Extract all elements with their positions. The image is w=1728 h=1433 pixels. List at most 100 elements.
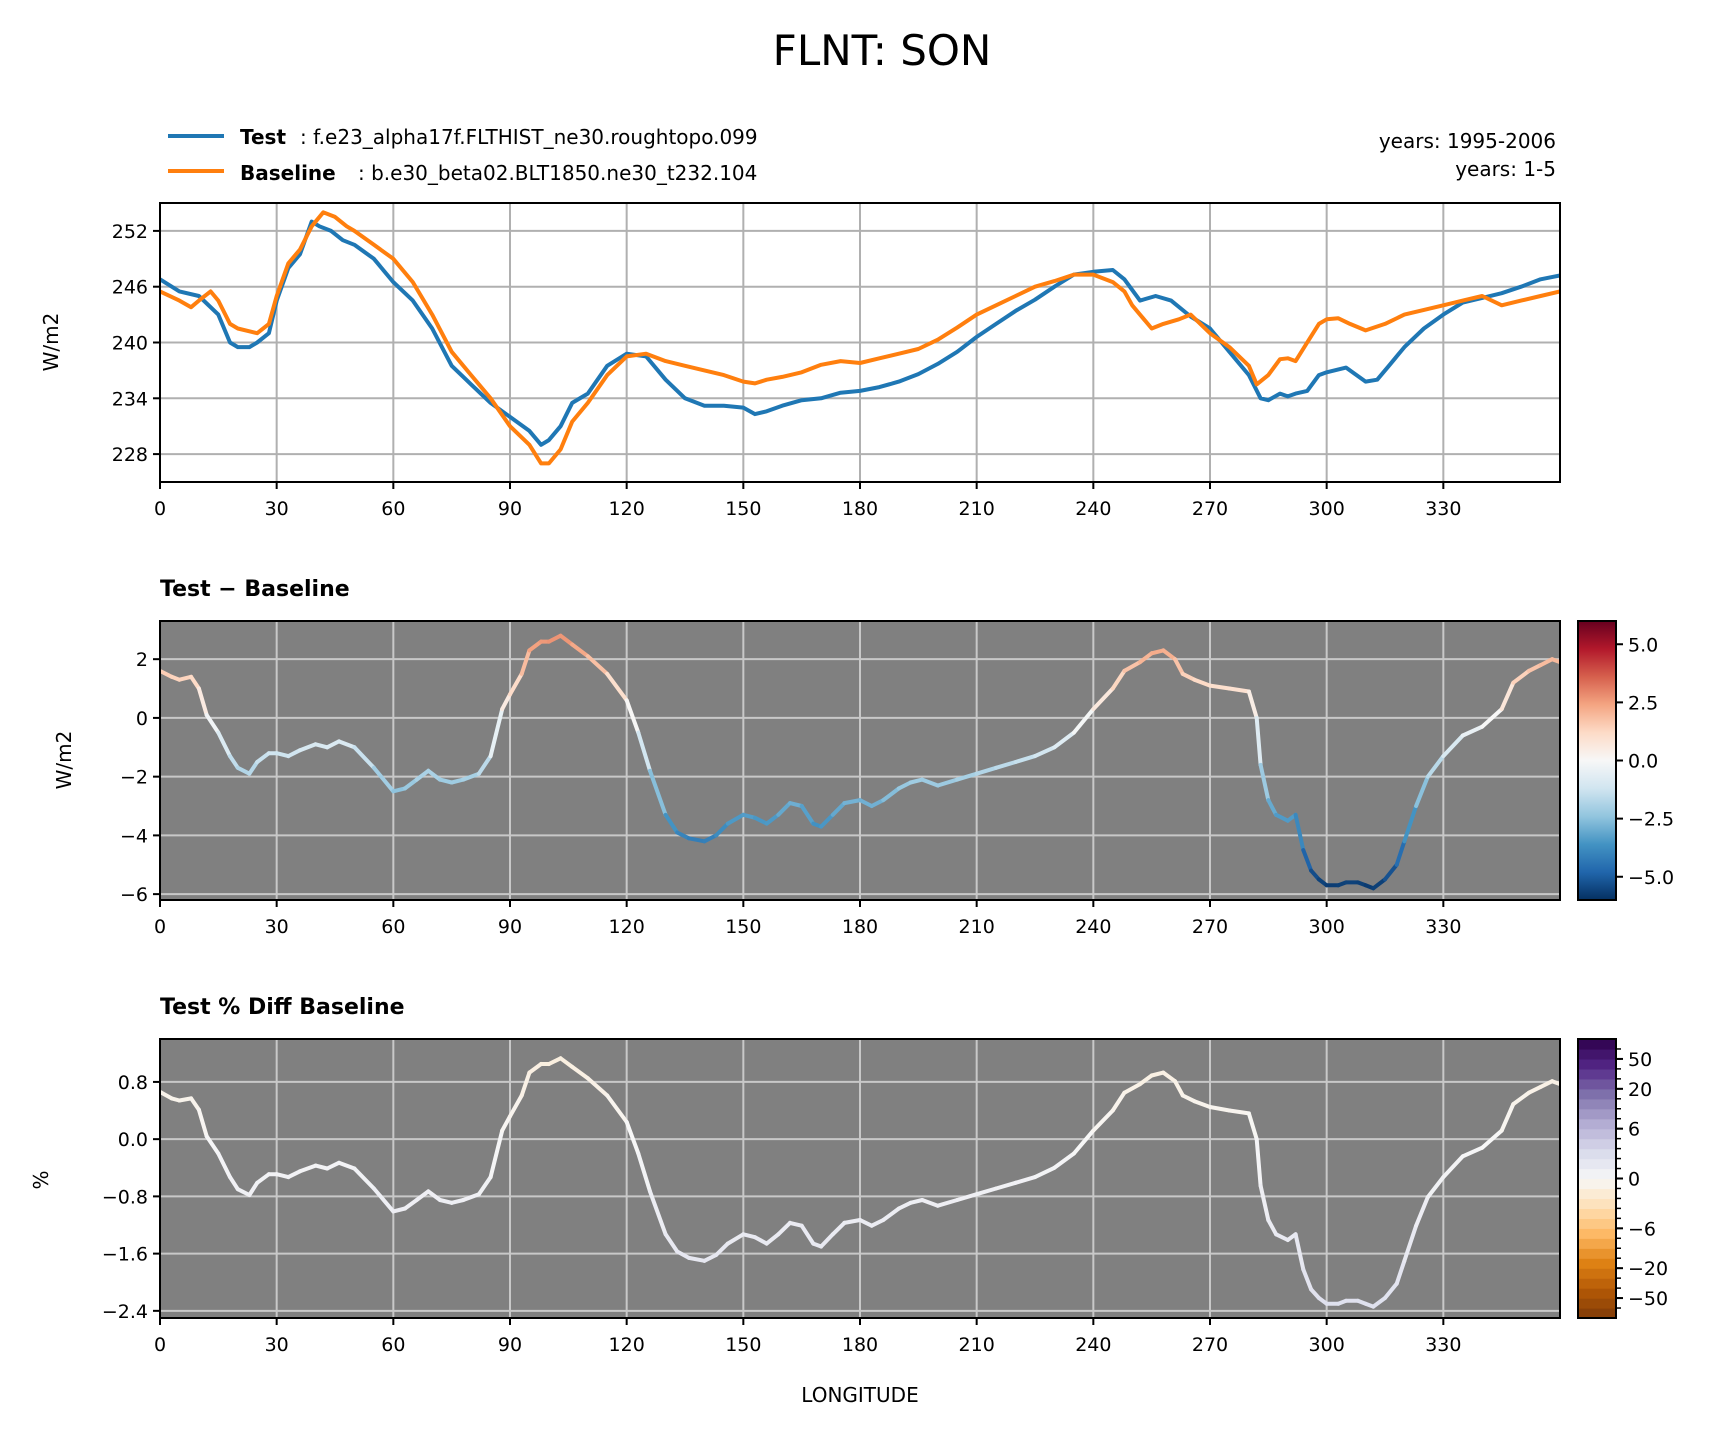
- x-tick-label: 90: [498, 1334, 522, 1356]
- diff-series-segment: [325, 739, 341, 750]
- colorbar-level: [1578, 1158, 1616, 1170]
- x-tick-label: 150: [725, 916, 761, 938]
- y-tick-label: 2: [136, 649, 148, 671]
- diff-series-segment: [216, 730, 232, 759]
- colorbar-tick-label: 5.0: [1628, 634, 1658, 656]
- diff-series-segment: [196, 686, 209, 717]
- colorbar-tick-label: 2.5: [1628, 692, 1658, 714]
- x-tick-label: 90: [498, 498, 522, 520]
- diff-series-segment: [702, 833, 719, 844]
- colorbar-tick-label: 0: [1628, 1169, 1640, 1191]
- pct-series-segment: [336, 1160, 357, 1171]
- diff-series-segment: [247, 760, 260, 776]
- pct-series-segment: [1301, 1267, 1314, 1292]
- baseline-years: years: 1-5: [1455, 157, 1556, 181]
- diff-series-segment: [1110, 668, 1127, 691]
- diff-series-segment: [1460, 724, 1485, 738]
- pct-series-segment: [994, 1180, 1018, 1191]
- pct-series-segment: [1511, 1090, 1531, 1107]
- x-tick-label: 210: [959, 916, 995, 938]
- colorbar-level: [1578, 1278, 1616, 1289]
- diff-series-segment: [648, 768, 668, 817]
- x-tick-label: 150: [725, 1334, 761, 1356]
- pct-series-segment: [974, 1186, 999, 1197]
- colorbar-level: [1578, 1288, 1616, 1299]
- pct-series-segment: [508, 1093, 524, 1119]
- diff-series-segment: [500, 692, 512, 712]
- y-tick-label: 246: [112, 277, 148, 299]
- colorbar-level: [1578, 1218, 1616, 1229]
- colorbar-level: [1578, 1128, 1616, 1140]
- diff-series-segment: [788, 801, 804, 808]
- pct-series-segment: [1254, 1137, 1263, 1188]
- diff-series-segment: [1091, 686, 1115, 712]
- pct-series-segment: [776, 1220, 792, 1237]
- colorbar-level: [1578, 1098, 1616, 1110]
- pct-series-segment: [1425, 1175, 1446, 1200]
- x-tick-label: 270: [1192, 916, 1228, 938]
- pct-series-segment: [858, 1218, 874, 1228]
- pct-series-segment: [881, 1206, 901, 1222]
- diff-series-segment: [1192, 677, 1212, 688]
- panel-pct: Test % Diff Baseline 0 30 60 90 120 150 180 210…: [29, 995, 1668, 1407]
- pct-series-segment: [1499, 1102, 1516, 1133]
- pct-series-segment: [725, 1232, 746, 1246]
- panel-diff-ylabel: W/m2: [52, 731, 76, 790]
- pct-series-segment: [204, 1134, 221, 1156]
- pct-series-segment: [1414, 1195, 1430, 1228]
- colorbar-level: [1578, 1058, 1616, 1070]
- colorbar-level: [1578, 1138, 1616, 1150]
- diff-series-segment: [1161, 648, 1177, 662]
- diff-series-segment: [935, 777, 960, 788]
- diff-series-segment: [1414, 774, 1430, 808]
- diff-series-segment: [414, 768, 431, 782]
- panel-diff: Test − Baseline 0 30 60 90 120 150 180 210 240 27…: [52, 577, 1674, 938]
- diff-series-segment: [624, 698, 641, 735]
- diff-series-segment: [1013, 754, 1037, 764]
- pct-series-segment: [403, 1198, 419, 1211]
- pct-series-segment: [686, 1255, 707, 1263]
- colorbar-tick-label: −6: [1628, 1218, 1656, 1240]
- x-tick-label: 240: [1075, 916, 1111, 938]
- diff-series-segment: [1425, 754, 1446, 779]
- x-tick-label: 30: [265, 916, 289, 938]
- diff-series-segment: [1122, 660, 1142, 673]
- panel-diff-title: Test − Baseline: [160, 577, 350, 602]
- panel-top-ylabel: W/m2: [39, 313, 63, 372]
- colorbar-level: [1578, 1238, 1616, 1249]
- x-tick-label: 330: [1425, 916, 1461, 938]
- pct-series-segment: [546, 1056, 563, 1066]
- pct-series-segment: [1208, 1105, 1232, 1113]
- colorbar-level: [1578, 1108, 1616, 1120]
- panel-pct-grid: [159, 1039, 1560, 1318]
- diff-series-segment: [1499, 680, 1516, 712]
- diff-series-segment: [461, 771, 481, 782]
- pct-series-segment: [438, 1198, 454, 1205]
- colorbar-tick-label: −20: [1628, 1258, 1668, 1280]
- diff-series-segment: [508, 671, 524, 697]
- diff-series-segment: [741, 812, 757, 820]
- x-tick-label: 180: [842, 1334, 878, 1356]
- diff-series-segment: [753, 815, 769, 826]
- diff-series-segment: [1246, 689, 1259, 720]
- pct-series-segment: [255, 1172, 271, 1185]
- pct-series-segment: [1293, 1232, 1306, 1272]
- x-tick-label: 270: [1192, 498, 1228, 520]
- y-tick-label: −6: [120, 884, 148, 906]
- diff-series-segment: [714, 821, 730, 838]
- diff-series-segment: [1274, 812, 1290, 823]
- x-tick-label: 300: [1309, 916, 1345, 938]
- diff-series-segment: [675, 830, 691, 841]
- diff-series-segment: [1526, 663, 1543, 673]
- colorbar-level: [1578, 1188, 1616, 1200]
- pct-series-segment: [189, 1096, 201, 1112]
- diff-series-segment: [1293, 812, 1306, 853]
- colorbar-level: [1578, 1258, 1616, 1269]
- diff-series-segment: [686, 836, 707, 844]
- diff-series-segment: [858, 798, 874, 808]
- diff-series-segment: [1258, 762, 1271, 803]
- pct-series-segment: [519, 1070, 532, 1098]
- diff-series-segment: [842, 798, 862, 806]
- pct-series-segment: [753, 1235, 769, 1246]
- pct-series-segment: [1394, 1258, 1407, 1286]
